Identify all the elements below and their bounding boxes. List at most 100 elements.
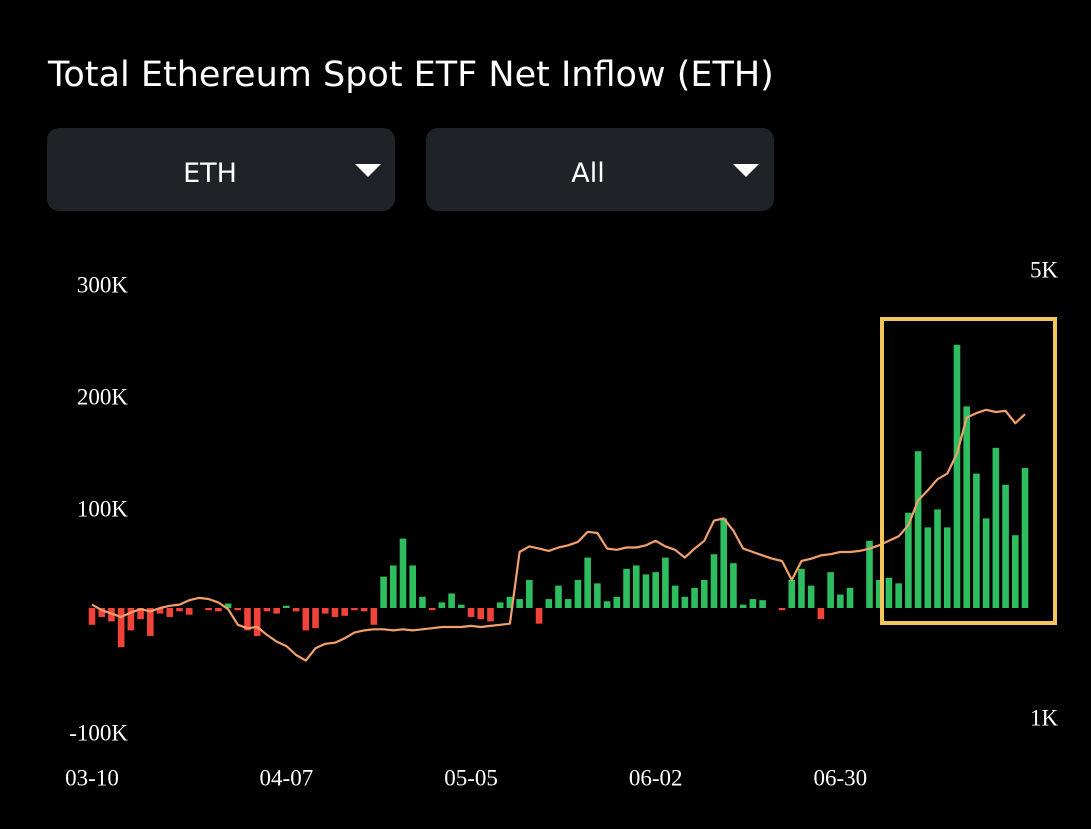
x-tick-label: 06-02 — [629, 765, 683, 790]
bar — [652, 572, 659, 608]
bar — [837, 594, 844, 608]
bar — [905, 512, 912, 608]
bar — [117, 608, 125, 648]
bar — [1002, 484, 1009, 608]
bar — [273, 608, 280, 614]
bar — [253, 608, 261, 636]
x-tick-label: 04-07 — [260, 765, 314, 790]
bar — [224, 603, 232, 608]
plot: -100K 100K 200K 300K 1K 5K 03-10 04-07 05-05 06-0… — [65, 257, 1058, 790]
bar — [866, 540, 873, 608]
bar — [535, 608, 543, 624]
dropdown-label[interactable]: ETH — [183, 158, 237, 189]
bar — [185, 608, 193, 615]
bar — [749, 599, 757, 608]
bar — [389, 565, 397, 608]
bar — [428, 608, 436, 611]
bar — [98, 608, 106, 617]
y-tick-label: -100K — [69, 720, 128, 745]
bar — [156, 608, 164, 614]
bar — [341, 608, 348, 616]
bar — [798, 568, 805, 608]
x-tick-label: 05-05 — [444, 765, 498, 790]
dropdown-box[interactable] — [47, 128, 395, 211]
bar — [399, 538, 407, 608]
bar — [662, 557, 669, 608]
bar — [419, 596, 426, 608]
bar — [710, 554, 718, 608]
bar — [215, 608, 222, 612]
bar — [807, 585, 815, 608]
bar — [982, 518, 990, 608]
bar — [176, 608, 183, 612]
bar — [875, 580, 883, 608]
bar — [603, 601, 611, 608]
bar — [623, 568, 630, 608]
bar — [351, 608, 358, 611]
dropdown-arrow[interactable] — [733, 164, 759, 177]
bar — [302, 608, 310, 631]
dropdown-label[interactable]: All — [571, 158, 604, 189]
bar — [759, 600, 766, 608]
y-tick-label: 100K — [77, 496, 129, 521]
bar — [827, 572, 834, 608]
bar — [166, 608, 174, 617]
bar — [127, 608, 135, 631]
bar — [700, 580, 708, 608]
bar — [739, 604, 747, 608]
bar — [963, 406, 970, 608]
bar — [526, 580, 533, 608]
bar — [205, 608, 212, 611]
bar — [973, 473, 980, 608]
bar — [924, 527, 932, 608]
dropdown-box[interactable] — [426, 128, 774, 211]
bar — [283, 605, 290, 608]
y-tick-label: 300K — [77, 272, 129, 297]
bar — [885, 577, 893, 608]
bar — [914, 451, 922, 608]
bar — [555, 585, 562, 608]
y2-tick-label: 1K — [1030, 705, 1059, 730]
bar — [846, 587, 854, 608]
bar — [516, 599, 523, 608]
bar — [370, 608, 378, 625]
y2-tick-label: 5K — [1030, 257, 1059, 282]
dropdown-arrow[interactable] — [355, 164, 381, 177]
bar — [788, 580, 796, 608]
bar — [934, 509, 941, 608]
bar — [331, 608, 339, 617]
bar — [632, 565, 640, 608]
bar — [895, 583, 902, 608]
bar — [681, 596, 689, 608]
price-line — [91, 408, 1026, 662]
bar — [817, 608, 825, 620]
bar — [137, 608, 144, 620]
bar — [467, 608, 475, 617]
bar — [477, 608, 485, 620]
bar — [720, 518, 728, 608]
bar — [409, 565, 417, 608]
bar — [312, 608, 319, 629]
highlight-box — [880, 317, 1057, 625]
bar — [691, 587, 698, 608]
bar — [730, 563, 737, 608]
bar — [292, 608, 300, 612]
title: Total Ethereum Spot ETF Net Inflow (ETH) — [47, 55, 774, 95]
bar — [147, 608, 154, 636]
bar — [438, 602, 446, 608]
bar — [263, 608, 271, 612]
x-tick-label: 03-10 — [65, 765, 119, 790]
bar — [594, 583, 601, 608]
bar — [1011, 535, 1019, 608]
bar — [234, 608, 242, 611]
bar — [88, 608, 96, 625]
dropdown[interactable]: All — [426, 128, 774, 211]
bar — [360, 608, 368, 612]
bar — [506, 596, 514, 608]
bar — [584, 557, 591, 608]
dropdown[interactable]: ETH — [47, 128, 395, 211]
bar — [943, 527, 951, 608]
bar — [1021, 468, 1029, 608]
bar — [992, 447, 1000, 608]
